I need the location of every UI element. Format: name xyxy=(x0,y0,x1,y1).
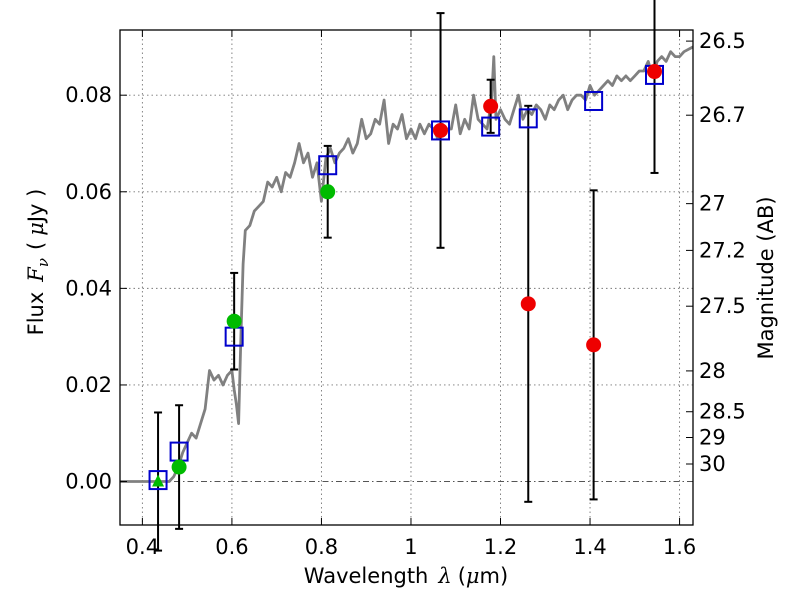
magnitude-tick-label: 30 xyxy=(699,452,726,476)
red-data-point xyxy=(586,337,602,353)
red-data-point xyxy=(520,296,536,312)
plot-frame xyxy=(119,29,694,526)
model-flux-square xyxy=(481,116,501,137)
y-tick-label: 0.00 xyxy=(65,470,112,494)
red-data-point xyxy=(647,64,663,80)
markers xyxy=(148,64,665,491)
y-axis-label: FluxFν(μJy ) xyxy=(24,189,52,336)
red-data-point xyxy=(483,98,499,114)
red-data-point xyxy=(433,122,449,138)
x-tick-label: 1.6 xyxy=(663,535,696,559)
magnitude-tick-label: 29 xyxy=(699,425,726,449)
green-data-point xyxy=(320,184,336,200)
y-tick-label: 0.02 xyxy=(65,373,112,397)
x-tick-label: 1 xyxy=(404,535,417,559)
green-data-point xyxy=(226,313,242,329)
magnitude-tick-label: 26.7 xyxy=(699,103,746,127)
axis-ticks: 0.4 0.6 0.8 1 1.2 1.4 1.6 0.00 0.02 0.04 0.06 0.08 2… xyxy=(65,29,746,559)
x-tick-label: 1.4 xyxy=(573,535,606,559)
x-tick-label: 0.6 xyxy=(215,535,248,559)
magnitude-tick-label: 28.5 xyxy=(699,400,746,424)
y-tick-label: 0.04 xyxy=(65,276,112,300)
x-tick-label: 1.2 xyxy=(484,535,517,559)
x-axis-label: Wavelength λ (μm) xyxy=(304,564,508,588)
magnitude-axis-label: Magnitude (AB) xyxy=(754,196,778,359)
model-flux-square xyxy=(584,90,604,111)
model-flux-square xyxy=(148,470,168,491)
grid xyxy=(120,30,693,525)
magnitude-tick-label: 26.5 xyxy=(699,29,746,53)
green-upper-limit-triangle xyxy=(152,474,165,487)
x-tick-label: 0.8 xyxy=(305,535,338,559)
magnitude-tick-label: 28 xyxy=(699,359,726,383)
magnitude-tick-label: 27.2 xyxy=(699,238,746,262)
magnitude-tick-label: 27.5 xyxy=(699,294,746,318)
model-flux-square xyxy=(431,120,451,141)
model-flux-square xyxy=(318,155,338,176)
magnitude-tick-label: 27 xyxy=(699,192,726,216)
y-tick-label: 0.08 xyxy=(65,83,112,107)
x-tick-label: 0.4 xyxy=(126,535,159,559)
green-data-point xyxy=(171,459,187,475)
y-tick-label: 0.06 xyxy=(65,180,112,204)
model-flux-square xyxy=(518,108,538,129)
